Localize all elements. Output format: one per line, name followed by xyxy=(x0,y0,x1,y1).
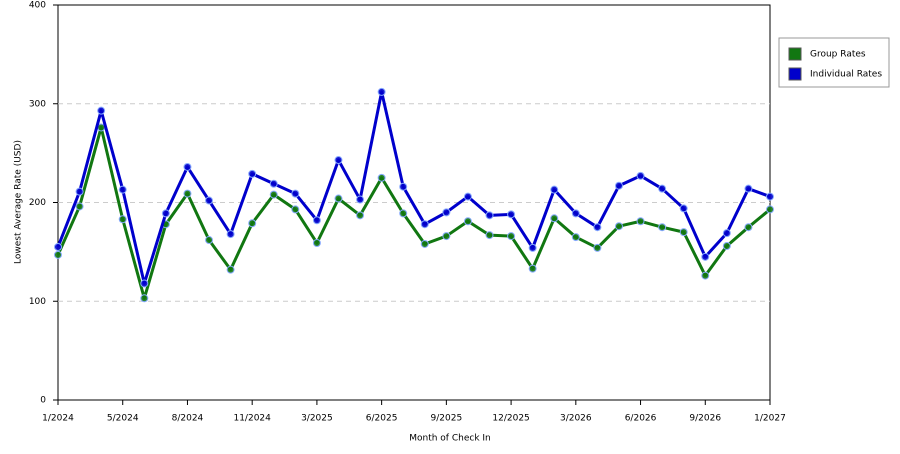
data-point xyxy=(161,209,170,218)
legend-label: Individual Rates xyxy=(810,70,882,80)
data-point xyxy=(722,241,731,250)
data-point xyxy=(334,194,343,203)
data-point xyxy=(614,181,623,190)
data-point xyxy=(269,190,278,199)
data-point xyxy=(463,217,472,226)
data-point xyxy=(744,184,753,193)
data-point xyxy=(334,156,343,165)
data-point xyxy=(312,216,321,225)
data-point xyxy=(399,182,408,191)
data-point xyxy=(140,294,149,303)
data-point xyxy=(140,279,149,288)
data-point xyxy=(701,271,710,280)
x-tick-label: 1/2027 xyxy=(754,414,786,424)
data-point xyxy=(356,211,365,220)
data-point xyxy=(766,205,774,214)
data-point xyxy=(248,219,257,228)
data-point xyxy=(54,250,62,259)
data-point xyxy=(377,87,386,96)
y-tick-label: 200 xyxy=(29,198,46,208)
data-point xyxy=(442,232,451,241)
data-point xyxy=(377,173,386,182)
data-point xyxy=(528,264,537,273)
data-point xyxy=(226,230,235,239)
legend-swatch xyxy=(788,47,802,61)
data-point xyxy=(658,223,667,232)
data-point xyxy=(485,231,494,240)
y-tick-label: 400 xyxy=(29,1,46,11)
data-point xyxy=(356,195,365,204)
data-point xyxy=(226,265,235,274)
data-point xyxy=(75,187,84,196)
data-point xyxy=(118,185,127,194)
x-tick-label: 8/2024 xyxy=(172,414,204,424)
x-tick-label: 9/2026 xyxy=(689,414,721,424)
data-point xyxy=(550,214,559,223)
y-tick-label: 0 xyxy=(40,396,46,406)
data-point xyxy=(636,217,645,226)
data-point xyxy=(183,189,192,198)
data-point xyxy=(205,196,214,205)
data-point xyxy=(593,243,602,252)
x-axis-label: Month of Check In xyxy=(409,434,491,444)
data-point xyxy=(679,228,688,237)
data-point xyxy=(722,229,731,238)
x-tick-label: 6/2026 xyxy=(625,414,657,424)
data-point xyxy=(485,211,494,220)
x-tick-label: 6/2025 xyxy=(366,414,398,424)
series-line xyxy=(56,125,771,300)
data-point xyxy=(269,179,278,188)
data-point xyxy=(571,233,580,242)
data-point xyxy=(658,184,667,193)
legend-label: Group Rates xyxy=(810,50,866,60)
data-point xyxy=(528,243,537,252)
data-point xyxy=(420,220,429,229)
data-point xyxy=(205,236,214,245)
data-point xyxy=(679,204,688,213)
data-point xyxy=(571,209,580,218)
x-tick-label: 12/2025 xyxy=(492,414,529,424)
data-point xyxy=(291,189,300,198)
x-tick-label: 3/2025 xyxy=(301,414,333,424)
data-point xyxy=(507,232,516,241)
data-point xyxy=(636,171,645,180)
y-tick-label: 100 xyxy=(29,297,46,307)
x-tick-label: 1/2024 xyxy=(42,414,74,424)
data-point xyxy=(183,162,192,171)
data-point xyxy=(550,185,559,194)
data-point xyxy=(766,192,774,201)
data-point xyxy=(507,210,516,219)
data-point xyxy=(248,169,257,178)
data-point xyxy=(118,215,127,224)
data-point xyxy=(463,192,472,201)
y-tick-label: 300 xyxy=(29,99,46,109)
data-point xyxy=(291,205,300,214)
data-point xyxy=(399,209,408,218)
data-point xyxy=(593,223,602,232)
series-line xyxy=(56,90,771,285)
data-point xyxy=(97,106,106,115)
data-point xyxy=(75,202,84,211)
data-point xyxy=(442,208,451,217)
data-point xyxy=(420,239,429,248)
legend-swatch xyxy=(788,67,802,81)
data-point xyxy=(614,222,623,231)
x-tick-label: 11/2024 xyxy=(233,414,271,424)
x-tick-label: 3/2026 xyxy=(560,414,592,424)
data-point xyxy=(744,223,753,232)
data-point xyxy=(312,238,321,247)
data-point xyxy=(701,252,710,261)
x-tick-label: 5/2024 xyxy=(107,414,139,424)
data-point xyxy=(54,242,62,251)
x-tick-label: 9/2025 xyxy=(431,414,463,424)
y-axis-label: Lowest Average Rate (USD) xyxy=(14,140,24,264)
